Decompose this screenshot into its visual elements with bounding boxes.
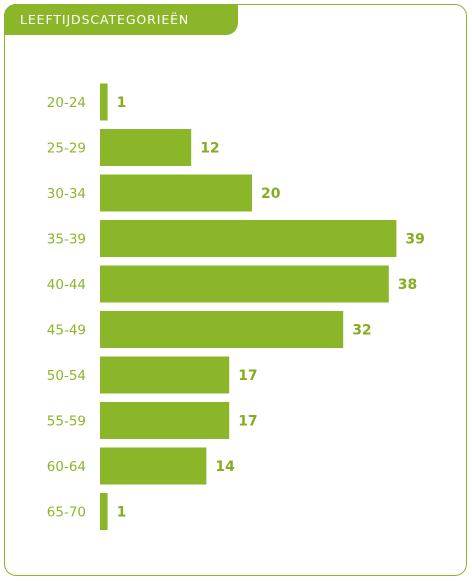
value-label: 39 <box>405 232 424 248</box>
category-label: 65-70 <box>47 505 86 521</box>
category-label: 25-29 <box>47 141 86 157</box>
category-label: 40-44 <box>47 277 86 293</box>
value-label: 32 <box>352 323 371 339</box>
category-label: 20-24 <box>47 95 86 111</box>
bar <box>100 83 108 121</box>
bar <box>100 174 252 212</box>
bar <box>100 265 389 303</box>
value-label: 1 <box>117 505 127 521</box>
bar <box>100 493 108 530</box>
bar <box>100 356 230 394</box>
title-tab: LEEFTIJDSCATEGORIEËN <box>4 4 238 35</box>
value-label: 12 <box>200 141 219 157</box>
category-label: 45-49 <box>47 323 86 339</box>
category-label: 60-64 <box>47 459 86 475</box>
bar <box>100 129 192 166</box>
value-label: 14 <box>215 459 235 475</box>
bar <box>100 447 207 485</box>
category-label: 50-54 <box>47 368 86 384</box>
value-label: 20 <box>261 186 281 202</box>
category-label: 30-34 <box>47 186 86 202</box>
bar <box>100 311 344 348</box>
chart-title: LEEFTIJDSCATEGORIEËN <box>20 12 190 27</box>
value-label: 17 <box>238 368 257 384</box>
value-label: 17 <box>238 414 257 430</box>
value-label: 1 <box>117 95 127 111</box>
category-label: 35-39 <box>47 232 86 248</box>
bar <box>100 220 397 257</box>
bar <box>100 402 230 439</box>
category-label: 55-59 <box>47 414 86 430</box>
value-label: 38 <box>398 277 417 293</box>
